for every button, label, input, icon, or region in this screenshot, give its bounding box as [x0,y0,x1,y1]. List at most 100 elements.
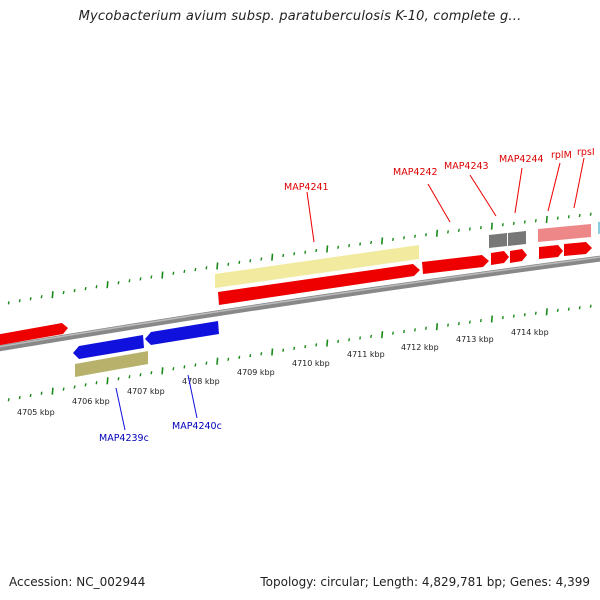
minor-tick [62,387,65,391]
major-tick [490,222,493,230]
scale-label: 4709 kbp [237,368,275,377]
minor-tick [447,230,449,234]
minor-tick [139,277,142,281]
gene-labels: MAP4241 MAP4242 MAP4243 MAP4244 rplM rps… [99,147,595,444]
genome-backbone-highlight [0,256,600,348]
major-tick [161,367,164,375]
minor-tick [194,363,197,367]
scale-label: 4708 kbp [182,377,220,386]
minor-tick [304,250,307,254]
minor-tick [183,269,186,274]
major-tick [271,253,274,261]
label-leader-lines [115,157,585,431]
gene-label[interactable]: MAP4243 [444,161,489,172]
minor-tick [260,352,263,356]
gene-label[interactable]: MAP4240c [172,421,222,432]
minor-tick [205,266,208,270]
minor-tick [249,353,252,358]
major-tick [490,315,493,323]
minor-tick [73,385,76,389]
minor-tick [249,259,252,263]
minor-tick [139,373,142,377]
minor-tick [293,346,296,351]
minor-tick [567,215,570,219]
forward-feature-track [215,221,600,288]
minor-tick [457,228,460,233]
minor-tick [578,306,581,310]
gene-MAP4244[interactable] [510,249,527,263]
gene-MAP4243[interactable] [491,251,509,265]
minor-tick [501,223,504,227]
minor-tick [468,227,471,231]
gene-label[interactable]: MAP4244 [499,154,544,165]
feature-gray-2[interactable] [508,231,526,246]
minor-tick [457,321,460,326]
minor-tick [403,236,405,240]
minor-tick [128,375,131,379]
minor-tick [589,212,592,216]
feature-pink[interactable] [538,224,591,242]
minor-tick [403,329,405,334]
minor-tick [40,295,43,299]
minor-tick [205,361,208,365]
major-tick [106,377,109,385]
minor-tick [238,355,241,360]
major-tick [381,237,384,245]
minor-tick [337,245,340,249]
upper-tick-ring [7,212,592,305]
gene-label[interactable]: rplM [551,150,572,161]
major-tick [545,215,548,223]
feature-gray-1[interactable] [489,233,507,248]
gene-label[interactable]: MAP4241 [284,182,329,193]
minor-tick [172,271,175,275]
gene-MAP4239c[interactable] [73,335,144,359]
major-tick [435,323,439,331]
gene-rpsI[interactable] [564,242,592,256]
minor-tick [567,307,570,311]
gene-MAP4240c[interactable] [145,321,219,345]
minor-tick [425,326,427,330]
minor-tick [18,299,21,303]
minor-tick [95,285,98,289]
gene-forward-left[interactable] [0,323,68,346]
major-tick [51,291,54,299]
minor-tick [18,395,21,400]
feature-pale-yellow[interactable] [215,245,419,288]
minor-tick [117,281,120,285]
minor-tick [84,286,87,291]
minor-tick [392,331,394,335]
minor-tick [479,318,482,323]
gene-rplM[interactable] [539,245,563,259]
minor-tick [7,301,10,305]
minor-tick [227,262,230,266]
scale-label: 4707 kbp [127,387,165,396]
minor-tick [238,260,241,265]
minor-tick [29,393,32,398]
gene-label[interactable]: rpsI [577,147,595,158]
major-tick [326,245,329,253]
minor-tick [227,357,230,361]
genome-summary-text: Topology: circular; Length: 4,829,781 bp… [260,575,590,589]
minor-tick [348,243,351,248]
major-tick [216,357,219,365]
feature-olive[interactable] [75,351,148,377]
gene-label[interactable]: MAP4239c [99,433,149,444]
major-tick [106,281,109,289]
minor-tick [414,328,416,332]
scale-label: 4710 kbp [292,359,330,368]
gene-label[interactable]: MAP4242 [393,167,438,178]
minor-tick [578,213,581,218]
gene-MAP4242[interactable] [422,255,489,274]
reverse-strand-genes [73,321,219,377]
major-tick [51,387,54,395]
scale-labels: 4705 kbp 4706 kbp 4707 kbp 4708 kbp 4709… [17,328,549,417]
gene-MAP4241[interactable] [218,264,420,305]
minor-tick [260,257,263,261]
scale-label: 4711 kbp [347,350,385,359]
minor-tick [556,216,559,220]
minor-tick [414,234,416,238]
minor-tick [29,297,32,301]
minor-tick [73,288,76,293]
